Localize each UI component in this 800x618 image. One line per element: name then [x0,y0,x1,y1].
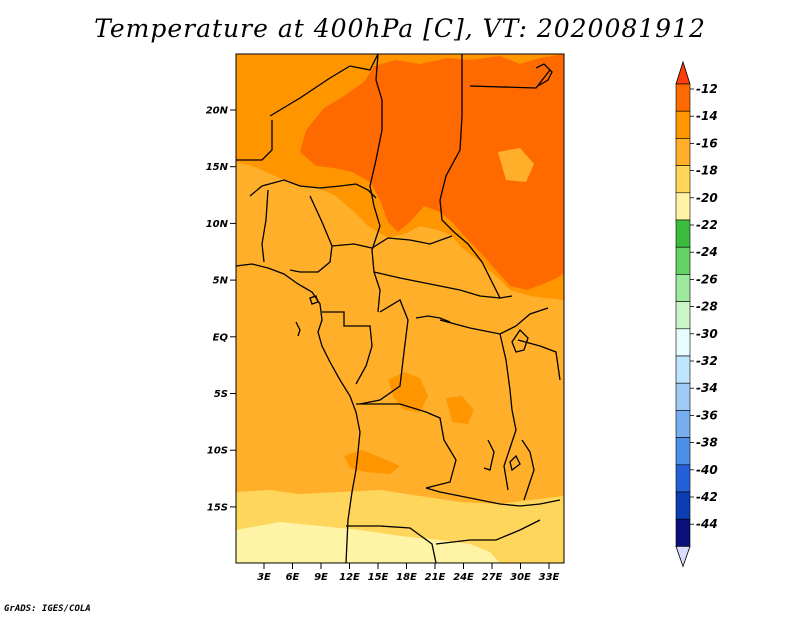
x-tick-label: 30E [510,572,531,583]
x-tick-label: 12E [339,572,360,583]
legend-top-arrow [675,60,691,85]
island-1 [295,321,301,337]
legend-label: -40 [696,463,718,477]
lake-shore-4 [509,454,521,472]
border-line-12 [359,299,409,405]
x-tick-label: 9E [314,572,328,583]
legend-swatch [675,518,691,547]
border-line-2 [439,54,513,299]
legend-label: -42 [696,490,718,504]
legend-swatch [675,328,691,357]
border-line-7 [261,189,269,263]
legend-label: -32 [696,354,718,368]
x-tick-label: 3E [257,572,271,583]
lake-shore-5 [415,315,451,323]
legend-swatch [675,355,691,384]
lake-shore-2 [483,439,495,471]
border-line-11 [322,311,373,385]
legend-label: -14 [696,109,718,123]
x-tick-label: 18E [396,572,417,583]
x-tick-label: 27E [482,572,503,583]
field-warmest-north [300,54,564,290]
border-line-10 [373,271,501,299]
legend-swatch [675,165,691,194]
border-line-8 [289,195,333,273]
border-line-16 [425,487,561,507]
border-line-19 [517,339,561,381]
legend-label: -30 [696,327,718,341]
legend-swatch [675,219,691,248]
color-legend: -12 -14 -16 -18 -20 -22 -24 -26 -28 -30 -32 -34 -36 -… [675,60,718,568]
y-tick-label: 5N [213,276,229,287]
legend-swatch [675,110,691,139]
y-tick-label: 10N [206,219,229,230]
legend-swatch [675,274,691,302]
x-tick-label: 33E [539,572,560,583]
legend-label: -28 [696,300,718,314]
legend-swatch [675,382,691,411]
legend-label: -36 [696,408,718,422]
legend-label: -18 [696,164,718,178]
y-axis: 20N 15N 10N 5N EQ 5S 10S 15S [206,106,236,513]
y-tick-label: 15N [206,162,229,173]
lake-shore-1 [511,328,529,353]
y-tick-label: 20N [206,106,229,117]
island-2 [309,295,319,305]
legend-label: -24 [696,245,718,259]
border-line-9 [331,235,453,249]
x-axis: 3E 6E 9E 12E 15E 18E 21E 24E 27E 30E 33E [257,563,560,583]
field-mid-west [236,270,380,490]
legend-label: -16 [696,136,718,150]
legend-swatch [675,83,691,112]
y-tick-label: 15S [207,502,228,513]
x-tick-label: 21E [425,572,446,583]
y-tick-label: 10S [207,446,228,457]
y-tick-label: EQ [213,332,229,343]
legend-swatch [675,301,691,330]
legend-swatch [675,491,691,520]
legend-swatch [675,410,691,438]
field-warm-patch-congo [388,372,428,412]
border-line-4 [269,53,379,117]
x-tick-label: 15E [368,572,389,583]
border-line-3 [469,69,551,89]
border-line-14 [439,307,549,335]
border-line-18 [435,519,541,545]
legend-label: -12 [696,82,718,96]
legend-swatch [675,138,691,166]
border-line-6 [249,179,377,199]
coastline-east [535,63,553,87]
legend-swatch [675,246,691,275]
coastline-west [235,263,361,564]
x-tick-label: 24E [453,572,474,583]
legend-swatch [675,437,691,466]
country-borders [235,53,561,564]
legend-swatch [675,464,691,493]
temperature-field [236,54,564,563]
legend-label: -26 [696,272,718,286]
map-frame [235,53,565,564]
legend-label: -38 [696,436,718,450]
x-tick-label: 6E [286,572,300,583]
map-title: Temperature at 400hPa [C], VT: 202008191… [94,14,706,43]
border-line-1 [369,53,383,313]
border-line-5 [236,120,273,161]
field-mid-patch-north [498,148,534,182]
legend-label: -34 [696,381,718,395]
field-warm-patch-east [446,396,474,424]
lake-shore-3 [521,439,535,501]
border-line-13 [356,403,457,489]
y-tick-label: 5S [214,389,228,400]
border-line-17 [346,525,437,564]
legend-swatch [675,192,691,221]
legend-label: -20 [696,191,718,205]
border-line-15 [499,333,517,491]
grads-credit: GrADS: IGES/COLA [4,604,91,614]
legend-label: -44 [696,517,718,531]
legend-label: -22 [696,218,718,232]
legend-bottom-arrow [675,546,691,568]
